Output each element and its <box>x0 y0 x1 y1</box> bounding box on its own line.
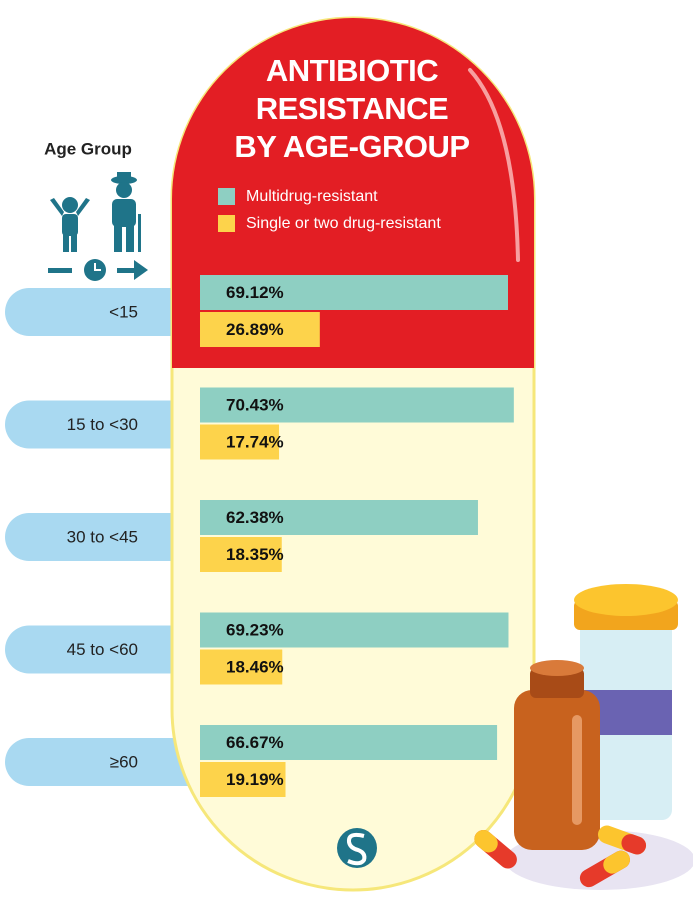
category-label: 45 to <60 <box>67 640 138 659</box>
legend-swatch <box>218 215 235 232</box>
value-label: 17.74% <box>226 432 284 451</box>
category-pill <box>5 400 215 449</box>
bar <box>200 762 286 797</box>
category-label: <15 <box>109 302 138 321</box>
bars: 69.12% 26.89% 70.43% 17.74% 62.38% 18.35% 69.2… <box>200 275 514 797</box>
category-pills: <15 15 to <30 30 to <45 45 to <60 ≥60 <box>5 288 215 786</box>
bar <box>200 537 282 572</box>
bar <box>200 387 514 423</box>
value-label: 69.23% <box>226 620 284 639</box>
bar <box>200 649 283 685</box>
chart-title: ANTIBIOTIC RESISTANCE BY AGE-GROUP <box>234 53 470 164</box>
medicine-illustration <box>474 584 693 890</box>
value-label: 18.35% <box>226 545 284 564</box>
highlight <box>468 68 520 262</box>
bar <box>200 612 509 648</box>
bar <box>200 275 508 310</box>
category-pill <box>5 288 215 336</box>
value-label: 69.12% <box>226 283 284 302</box>
bar <box>200 500 478 535</box>
bar <box>200 312 320 347</box>
category-heading: Age Group <box>44 139 132 158</box>
bar <box>200 424 280 460</box>
category-pill <box>5 625 215 674</box>
value-label: 26.89% <box>226 320 284 339</box>
people-icon <box>48 172 148 281</box>
legend-label: Multidrug-resistant <box>246 188 378 205</box>
logo-mark <box>346 832 367 866</box>
value-label: 62.38% <box>226 508 284 527</box>
category-pill <box>5 513 215 561</box>
value-label: 18.46% <box>226 657 284 676</box>
legend-label: Single or two drug-resistant <box>246 215 441 232</box>
bar <box>200 725 498 760</box>
category-label: 30 to <45 <box>67 527 138 546</box>
value-label: 19.19% <box>226 770 284 789</box>
legend-swatch <box>218 188 235 205</box>
category-label: 15 to <30 <box>67 415 138 434</box>
category-pill <box>5 738 215 786</box>
value-label: 70.43% <box>226 395 284 414</box>
value-label: 66.67% <box>226 733 284 752</box>
category-label: ≥60 <box>110 752 138 771</box>
clock-hands <box>94 263 101 271</box>
